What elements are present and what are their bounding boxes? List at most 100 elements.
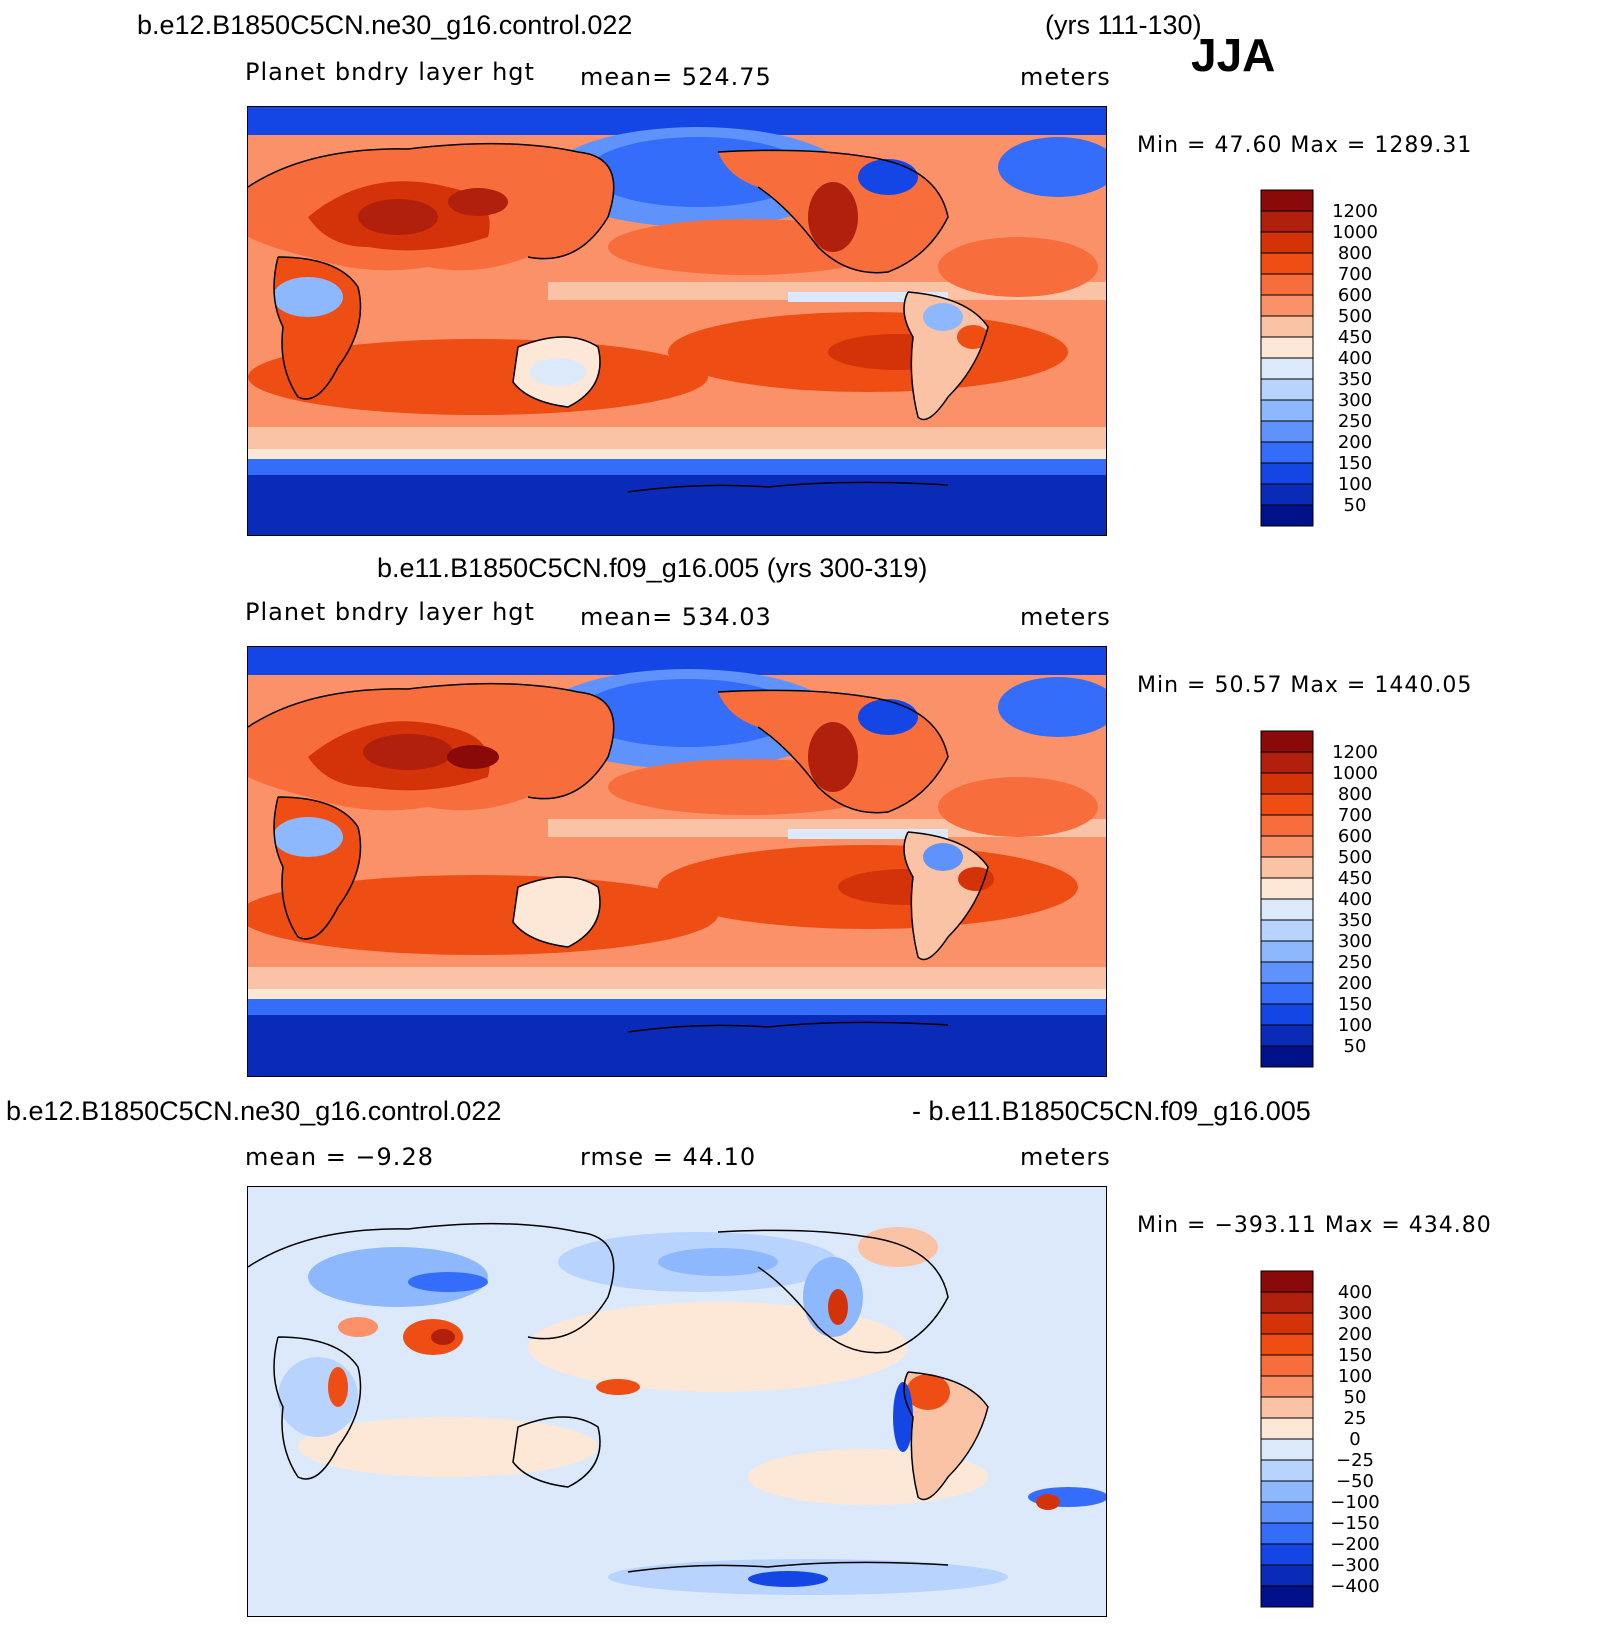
colorbar-tick-label: 150: [1338, 994, 1372, 1015]
colorbar-tick-label: 200: [1338, 1324, 1372, 1345]
colorbar-tick-label: 25: [1344, 1408, 1367, 1429]
colorbar-tick-label: 600: [1338, 285, 1372, 306]
colorbar-tick-label: 100: [1338, 1366, 1372, 1387]
colorbar-swatch: [1260, 1312, 1314, 1335]
colorbar-swatch: [1260, 919, 1314, 942]
colorbar-tick-label: 600: [1338, 826, 1372, 847]
panel3-title: b.e12.B1850C5CN.ne30_g16.control.022: [6, 1096, 502, 1126]
colorbar-swatch: [1260, 1585, 1314, 1608]
colorbar-tick-label: −150: [1330, 1513, 1379, 1534]
colorbar-tick-label: 1000: [1332, 763, 1378, 784]
panel3-colorbar: 400 300 200 150 100 50 25 0 −25 −50 −100 −150 −200 −3…: [1260, 1270, 1381, 1611]
colorbar-tick-label: 100: [1338, 474, 1372, 495]
colorbar-swatch: [1260, 294, 1314, 317]
colorbar-tick-label: 50: [1344, 1387, 1367, 1408]
colorbar-swatch: [1260, 982, 1314, 1005]
colorbar-swatch: [1260, 814, 1314, 837]
colorbar-tick-label: 150: [1338, 453, 1372, 474]
colorbar-swatch: [1260, 961, 1314, 984]
colorbar-tick-label: 450: [1338, 327, 1372, 348]
panel2-units: meters: [1020, 603, 1111, 631]
colorbar-tick-label: 300: [1338, 931, 1372, 952]
colorbar-swatch: [1260, 378, 1314, 401]
colorbar-swatch: [1260, 441, 1314, 464]
panel2-title: b.e11.B1850C5CN.f09_g16.005 (yrs 300-319…: [377, 553, 928, 583]
colorbar-tick-label: −300: [1330, 1555, 1379, 1576]
colorbar-tick-label: 200: [1338, 973, 1372, 994]
panel2-colorbar-svg: 1200100080070060050045040035030025020015…: [1260, 730, 1378, 1068]
colorbar-swatch: [1260, 898, 1314, 921]
colorbar-tick-label: 50: [1344, 495, 1367, 516]
colorbar-swatch: [1260, 420, 1314, 443]
panel3-title-right: - b.e11.B1850C5CN.f09_g16.005: [912, 1096, 1311, 1126]
colorbar-swatch: [1260, 835, 1314, 858]
colorbar-swatch: [1260, 1024, 1314, 1047]
colorbar-swatch: [1260, 1333, 1314, 1356]
colorbar-tick-label: 500: [1338, 306, 1372, 327]
panel3-units: meters: [1020, 1143, 1111, 1171]
colorbar-swatch: [1260, 462, 1314, 485]
colorbar-swatch: [1260, 940, 1314, 963]
panel1-mean: mean= 524.75: [580, 63, 772, 91]
colorbar-swatch: [1260, 793, 1314, 816]
panel3-map: [247, 1186, 1107, 1617]
colorbar-swatch: [1260, 1543, 1314, 1566]
panel2-variable: Planet bndry layer hgt: [245, 598, 535, 626]
panel1-years: (yrs 111-130): [1045, 10, 1202, 40]
colorbar-tick-label: 400: [1338, 1282, 1372, 1303]
colorbar-tick-label: 1200: [1332, 201, 1378, 222]
colorbar-swatch: [1260, 504, 1314, 527]
panel2-map: [247, 646, 1107, 1077]
colorbar-swatch: [1260, 231, 1314, 254]
colorbar-swatch: [1260, 1564, 1314, 1587]
colorbar-tick-label: 1200: [1332, 742, 1378, 763]
colorbar-swatch: [1260, 1003, 1314, 1026]
panel1-colorbar: 1200 1000 800 700 600 500 450 400 350 300 250 200 15…: [1260, 189, 1381, 530]
panel2-colorbar: 1200 1000 800 700 600 500 450 400 350 300 250 200 15…: [1260, 730, 1381, 1071]
colorbar-tick-label: −25: [1336, 1450, 1374, 1471]
colorbar-tick-label: −400: [1330, 1576, 1379, 1597]
panel3-map-svg: [248, 1187, 1106, 1616]
colorbar-tick-label: 300: [1338, 1303, 1372, 1324]
panel1-variable: Planet bndry layer hgt: [245, 58, 535, 86]
colorbar-swatch: [1260, 336, 1314, 359]
colorbar-swatch: [1260, 877, 1314, 900]
colorbar-swatch: [1260, 1291, 1314, 1314]
colorbar-swatch: [1260, 1045, 1314, 1068]
colorbar-tick-label: −200: [1330, 1534, 1379, 1555]
panel2-minmax: Min = 50.57 Max = 1440.05: [1137, 673, 1473, 698]
colorbar-tick-label: 800: [1338, 784, 1372, 805]
colorbar-tick-label: 200: [1338, 432, 1372, 453]
colorbar-swatch: [1260, 1522, 1314, 1545]
colorbar-swatch: [1260, 252, 1314, 275]
colorbar-swatch: [1260, 1396, 1314, 1419]
colorbar-tick-label: 150: [1338, 1345, 1372, 1366]
colorbar-tick-label: 500: [1338, 847, 1372, 868]
colorbar-tick-label: 400: [1338, 348, 1372, 369]
panel1-map-svg: [248, 107, 1106, 535]
colorbar-swatch: [1260, 399, 1314, 422]
colorbar-tick-label: 350: [1338, 369, 1372, 390]
colorbar-tick-label: 350: [1338, 910, 1372, 931]
colorbar-swatch: [1260, 357, 1314, 380]
colorbar-tick-label: 100: [1338, 1015, 1372, 1036]
colorbar-swatch: [1260, 210, 1314, 233]
colorbar-swatch: [1260, 1354, 1314, 1377]
panel1-map: [247, 106, 1107, 536]
colorbar-swatch: [1260, 1417, 1314, 1440]
colorbar-tick-label: 700: [1338, 264, 1372, 285]
colorbar-tick-label: 250: [1338, 411, 1372, 432]
colorbar-swatch: [1260, 1501, 1314, 1524]
colorbar-swatch: [1260, 1438, 1314, 1461]
colorbar-tick-label: 300: [1338, 390, 1372, 411]
colorbar-swatch: [1260, 1270, 1314, 1293]
panel1-colorbar-svg: 1200100080070060050045040035030025020015…: [1260, 189, 1378, 527]
colorbar-tick-label: −100: [1330, 1492, 1379, 1513]
panel1-units: meters: [1020, 63, 1111, 91]
colorbar-swatch: [1260, 273, 1314, 296]
panel2-map-svg: [248, 647, 1106, 1076]
panel3-minmax: Min = −393.11 Max = 434.80: [1137, 1213, 1492, 1238]
panel2-mean: mean= 534.03: [580, 603, 772, 631]
colorbar-tick-label: 250: [1338, 952, 1372, 973]
colorbar-tick-label: 450: [1338, 868, 1372, 889]
